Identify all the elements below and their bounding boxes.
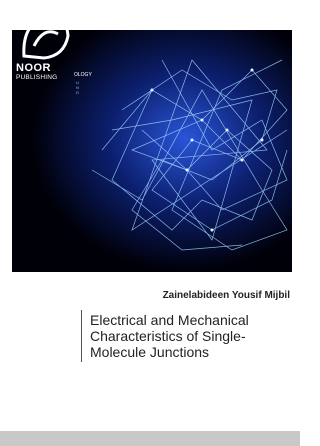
divider — [81, 310, 82, 362]
bottom-band — [0, 431, 300, 446]
book-cover: NOOR PUBLISHING OLOGY U N D Zainelabidee… — [0, 6, 300, 446]
logo-emblem — [22, 13, 70, 60]
cover-art — [12, 30, 292, 272]
logo-name: NOOR — [16, 62, 51, 74]
logo-fragment: OLOGY — [74, 72, 92, 78]
author: Zainelabideen Yousif Mijbil — [162, 290, 290, 301]
logo-fragment: U N D — [76, 80, 79, 95]
title-line: Characteristics of Single- — [90, 328, 246, 344]
logo-subtitle: PUBLISHING — [16, 74, 58, 81]
publisher-logo: NOOR PUBLISHING OLOGY U N D — [14, 6, 92, 95]
title-line: Electrical and Mechanical — [90, 312, 249, 328]
title-line: Molecule Junctions — [90, 344, 210, 360]
book-title: Electrical and Mechanical Characteristics… — [90, 312, 290, 360]
